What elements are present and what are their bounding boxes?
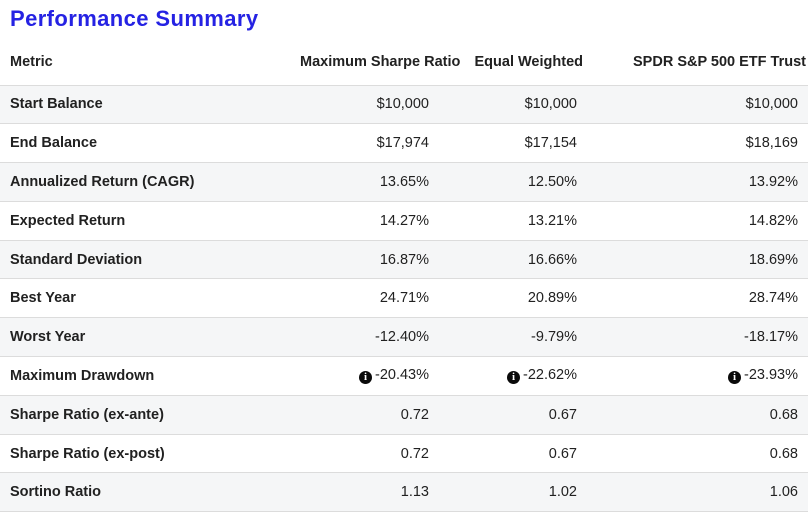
table-row: Sortino Ratio 1.13 1.02 1.06 <box>0 472 808 513</box>
table-row: Expected Return 14.27% 13.21% 14.82% <box>0 201 808 241</box>
metric-value: 18.69% <box>585 240 808 280</box>
metric-value: 0.67 <box>437 434 585 474</box>
metric-value: 0.72 <box>300 434 437 474</box>
metric-value: 14.82% <box>585 201 808 241</box>
metric-value: $18,169 <box>585 123 808 164</box>
page-title: Performance Summary <box>10 6 259 31</box>
metric-value: 12.50% <box>437 162 585 202</box>
metric-value: 20.89% <box>437 278 585 319</box>
metric-label: End Balance <box>0 123 300 164</box>
metric-label: Sortino Ratio <box>0 472 300 513</box>
info-circle-icon[interactable]: i <box>358 371 372 385</box>
metric-value: 13.92% <box>585 162 808 202</box>
metric-value: 0.68 <box>585 434 808 474</box>
metric-label: Sharpe Ratio (ex-ante) <box>0 395 300 435</box>
metric-value: $17,974 <box>300 123 437 164</box>
metric-label: Standard Deviation <box>0 240 300 280</box>
metric-label: Annualized Return (CAGR) <box>0 162 300 202</box>
metric-value: -12.40% <box>300 317 437 358</box>
metric-value: 13.21% <box>437 201 585 241</box>
metric-value: 13.65% <box>300 162 437 202</box>
metric-value: $10,000 <box>437 85 585 125</box>
metric-label: Worst Year <box>0 317 300 358</box>
table-header: Metric Maximum Sharpe Ratio Equal Weight… <box>0 40 808 86</box>
table-row: Sharpe Ratio (ex-post) 0.72 0.67 0.68 <box>0 434 808 474</box>
table-row: Annualized Return (CAGR) 13.65% 12.50% 1… <box>0 162 808 202</box>
metric-value: 14.27% <box>300 201 437 241</box>
table-row: Start Balance $10,000 $10,000 $10,000 <box>0 85 808 125</box>
column-header-equal-weighted: Equal Weighted <box>437 40 585 86</box>
metric-value: 0.72 <box>300 395 437 435</box>
metric-value: -18.17% <box>585 317 808 358</box>
metric-value: 1.13 <box>300 472 437 513</box>
table-row: Best Year 24.71% 20.89% 28.74% <box>0 278 808 319</box>
metric-value: -9.79% <box>437 317 585 358</box>
metric-value: 24.71% <box>300 278 437 319</box>
metric-value: 16.66% <box>437 240 585 280</box>
metric-label: Sharpe Ratio (ex-post) <box>0 434 300 474</box>
metric-value: 1.06 <box>585 472 808 513</box>
metric-value: i -20.43% <box>300 356 437 396</box>
metric-value: i -22.62% <box>437 356 585 396</box>
column-header-spdr-sp500-etf-trust: SPDR S&P 500 ETF Trust <box>585 40 808 86</box>
metric-label: Expected Return <box>0 201 300 241</box>
metric-value: 28.74% <box>585 278 808 319</box>
header-row: Metric Maximum Sharpe Ratio Equal Weight… <box>0 40 808 86</box>
column-header-metric: Metric <box>0 40 300 86</box>
performance-summary-table: Metric Maximum Sharpe Ratio Equal Weight… <box>0 40 808 513</box>
metric-label: Maximum Drawdown <box>0 356 300 396</box>
metric-value: 1.02 <box>437 472 585 513</box>
metric-value: $10,000 <box>300 85 437 125</box>
table-body: Start Balance $10,000 $10,000 $10,000 En… <box>0 85 808 513</box>
info-circle-icon[interactable]: i <box>727 371 741 385</box>
table-row: End Balance $17,974 $17,154 $18,169 <box>0 123 808 164</box>
metric-value: 16.87% <box>300 240 437 280</box>
metric-label: Start Balance <box>0 85 300 125</box>
metric-value: i -23.93% <box>585 356 808 396</box>
table-row: Standard Deviation 16.87% 16.66% 18.69% <box>0 240 808 280</box>
table-row: Maximum Drawdown i -20.43% i -22.62% i -23.… <box>0 356 808 396</box>
metric-label: Best Year <box>0 278 300 319</box>
table-row: Worst Year -12.40% -9.79% -18.17% <box>0 317 808 358</box>
info-circle-icon[interactable]: i <box>506 371 520 385</box>
metric-value: $10,000 <box>585 85 808 125</box>
metric-value: $17,154 <box>437 123 585 164</box>
metric-value: 0.68 <box>585 395 808 435</box>
column-header-maximum-sharpe-ratio: Maximum Sharpe Ratio <box>300 40 460 86</box>
metric-value: 0.67 <box>437 395 585 435</box>
table-row: Sharpe Ratio (ex-ante) 0.72 0.67 0.68 <box>0 395 808 435</box>
